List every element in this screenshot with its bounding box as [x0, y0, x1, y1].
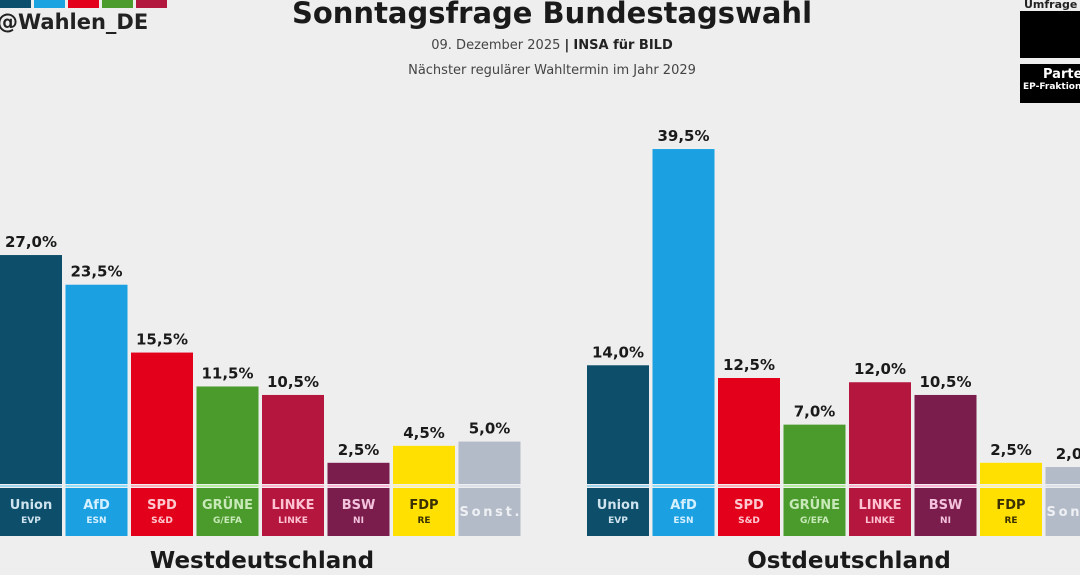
category-label: SPD [147, 498, 177, 513]
category-label: SPD [734, 498, 764, 513]
category-label-box [718, 488, 780, 536]
data-label: 39,5% [657, 127, 709, 145]
chart-title: Sonntagsfrage Bundestagswahl [291, 0, 813, 30]
poll-institute: INSA für BILD [573, 38, 673, 53]
data-label: 27,0% [5, 233, 57, 251]
category-label: BSW [929, 498, 963, 513]
bar-linke [262, 394, 324, 484]
data-label: 4,5% [403, 424, 445, 442]
bar-grne [196, 386, 259, 484]
separator: | [564, 38, 570, 53]
category-label: AfD [670, 498, 697, 513]
legend-box-labels: Partei EP-Fraktion [1020, 64, 1080, 103]
category-label: FDP [996, 498, 1025, 513]
logo-strip [0, 0, 167, 8]
poll-date: 09. Dezember 2025 [431, 38, 561, 53]
logo-color-block [0, 0, 31, 8]
category-label-box [587, 488, 649, 536]
category-label: AfD [83, 498, 110, 513]
category-label-box [131, 488, 193, 536]
category-label-box [393, 488, 455, 536]
data-label: 15,5% [136, 331, 188, 349]
data-label: 23,5% [70, 263, 122, 281]
category-label: Sonst. [1047, 505, 1080, 520]
category-label-box [1045, 488, 1080, 536]
legend-box-color [1020, 11, 1080, 58]
category-label-box [914, 488, 977, 536]
category-label-box [980, 488, 1042, 536]
category-label-box [458, 488, 521, 536]
category-label: LINKE [272, 498, 315, 513]
category-label-box [327, 488, 390, 536]
group-label: LINKE [865, 516, 895, 526]
category-label: GRÜNE [202, 497, 253, 513]
bar-fdp [393, 445, 455, 484]
group-label: LINKE [278, 516, 308, 526]
chart-subtitle-0: Westdeutschland [150, 548, 374, 574]
group-label: ESN [86, 516, 106, 526]
logo-color-block [34, 0, 65, 8]
bar-grne [783, 424, 846, 484]
bar-bsw [327, 462, 390, 484]
category-label: GRÜNE [789, 497, 840, 513]
category-label: FDP [409, 498, 438, 513]
legend-group-label: EP-Fraktion [1023, 82, 1080, 92]
bar-afd [652, 149, 715, 485]
bar-afd [65, 284, 128, 484]
chart-subtitle-1: Ostdeutschland [747, 548, 951, 574]
category-label: BSW [342, 498, 376, 513]
category-label-box [262, 488, 324, 536]
category-label-box [0, 488, 62, 536]
bar-sonst [458, 441, 521, 484]
bar-sonst [1045, 467, 1080, 484]
group-label: ESN [673, 516, 693, 526]
data-label: 12,5% [723, 356, 775, 374]
data-label: 14,0% [592, 343, 644, 361]
bar-spd [131, 352, 193, 484]
group-label: EVP [21, 516, 41, 526]
legend-party-label: Partei [1043, 67, 1080, 82]
data-label: 5,0% [469, 420, 511, 438]
data-label: 12,0% [854, 360, 906, 378]
data-label: 2,5% [990, 441, 1032, 459]
account-handle: @Wahlen_DE [0, 10, 149, 34]
category-label: Union [597, 498, 639, 513]
subtitle-line-2: Nächster regulärer Wahltermin im Jahr 20… [408, 63, 696, 78]
data-label: 2,0% [1056, 445, 1080, 463]
logo-color-block [136, 0, 167, 8]
category-label: LINKE [859, 498, 902, 513]
group-label: NI [353, 516, 364, 526]
bar-spd [718, 378, 780, 484]
category-label-box [652, 488, 715, 536]
data-label: 7,0% [794, 403, 836, 421]
data-label: 11,5% [201, 364, 253, 382]
group-label: EVP [608, 516, 628, 526]
group-label: S&D [738, 516, 760, 526]
category-label-box [65, 488, 128, 536]
group-label: G/EFA [213, 516, 242, 526]
data-label: 10,5% [919, 373, 971, 391]
group-label: RE [417, 516, 430, 526]
category-label-box [783, 488, 846, 536]
bar-linke [849, 382, 911, 484]
bar-union [587, 365, 649, 484]
bar-union [0, 255, 62, 484]
category-label: Union [10, 498, 52, 513]
bar-bsw [914, 394, 977, 484]
group-label: S&D [151, 516, 173, 526]
category-label-box [196, 488, 259, 536]
bar-fdp [980, 462, 1042, 484]
category-label: Sonst. [460, 505, 520, 520]
group-label: RE [1004, 516, 1017, 526]
logo-color-block [68, 0, 99, 8]
data-label: 2,5% [338, 441, 380, 459]
group-label: G/EFA [800, 516, 829, 526]
subtitle-line-1: 09. Dezember 2025 | INSA für BILD [0, 38, 1080, 53]
data-label: 10,5% [267, 373, 319, 391]
legend-top-label: Umfrage [1024, 0, 1078, 11]
group-label: NI [940, 516, 951, 526]
category-label-box [849, 488, 911, 536]
logo-color-block [102, 0, 133, 8]
